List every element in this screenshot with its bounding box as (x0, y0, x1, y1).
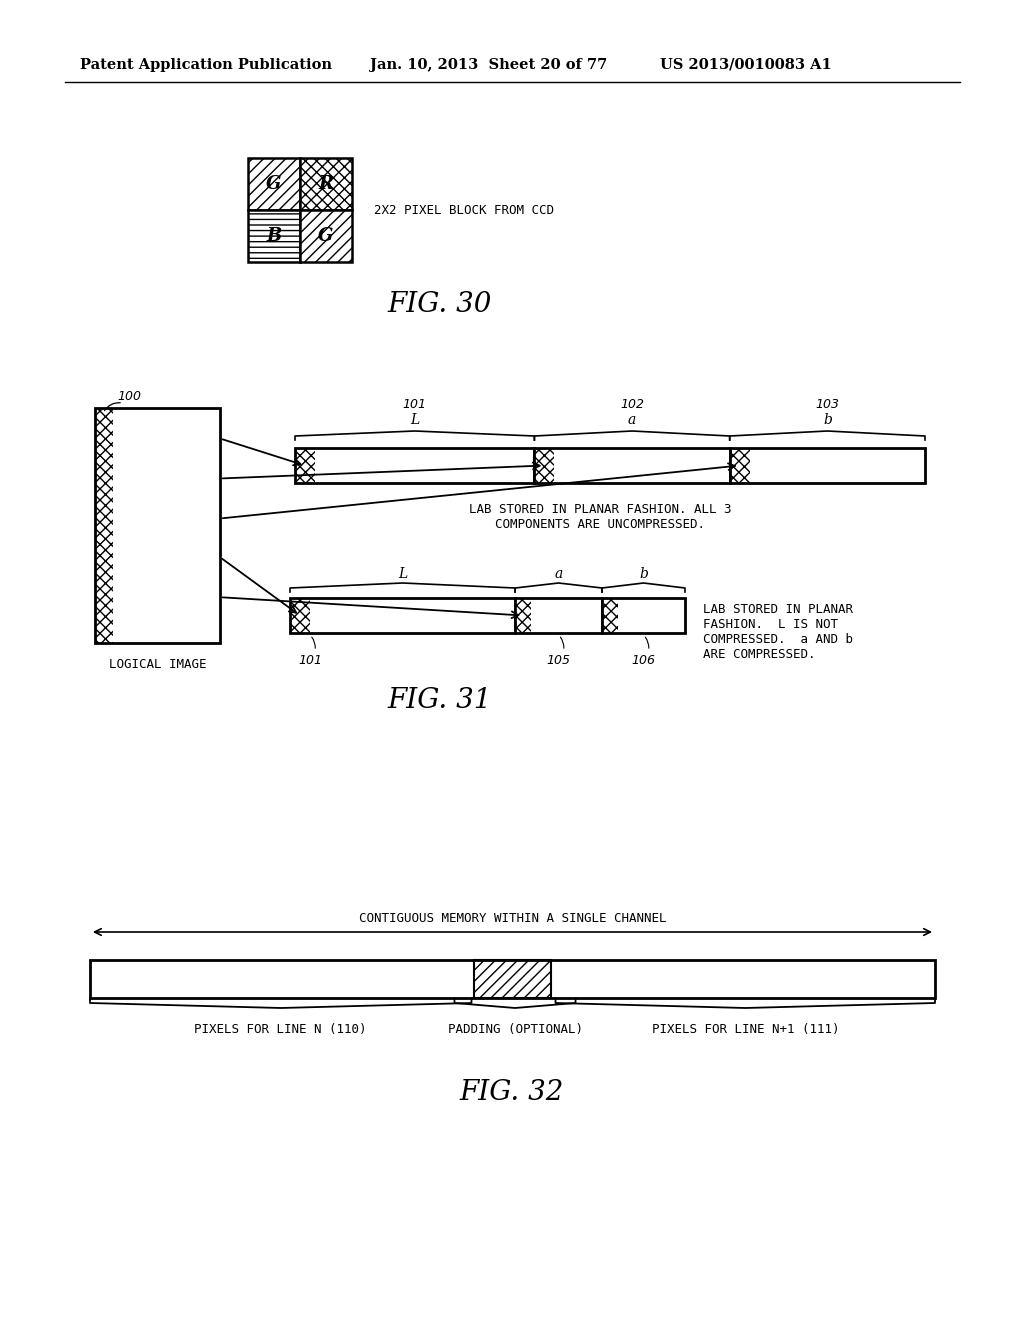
Bar (95, 408, 220, 643)
Text: PIXELS FOR LINE N+1 (111): PIXELS FOR LINE N+1 (111) (651, 1023, 839, 1036)
Bar (300, 210, 352, 261)
Text: 101: 101 (298, 655, 322, 668)
Bar (90, 960, 935, 998)
Bar (300, 158, 352, 210)
Text: a: a (554, 568, 563, 581)
Text: FIG. 32: FIG. 32 (460, 1080, 564, 1106)
Text: 101: 101 (402, 397, 427, 411)
Text: L: L (410, 413, 419, 426)
Text: Jan. 10, 2013  Sheet 20 of 77: Jan. 10, 2013 Sheet 20 of 77 (370, 58, 607, 73)
Bar (290, 598, 515, 634)
Bar (295, 447, 535, 483)
Text: FIG. 31: FIG. 31 (388, 688, 493, 714)
Bar (248, 158, 300, 210)
Text: G: G (318, 227, 334, 246)
Text: B: B (266, 227, 282, 246)
Bar (515, 598, 602, 634)
Bar (290, 598, 310, 634)
Bar (300, 158, 352, 210)
Text: b: b (639, 568, 648, 581)
Bar (248, 210, 300, 261)
Text: 103: 103 (815, 397, 840, 411)
Bar (535, 447, 554, 483)
Text: 102: 102 (621, 397, 644, 411)
Bar (730, 447, 925, 483)
Text: LAB STORED IN PLANAR FASHION. ALL 3
COMPONENTS ARE UNCOMPRESSED.: LAB STORED IN PLANAR FASHION. ALL 3 COMP… (469, 503, 731, 531)
Text: LAB STORED IN PLANAR
FASHION.  L IS NOT
COMPRESSED.  a AND b
ARE COMPRESSED.: LAB STORED IN PLANAR FASHION. L IS NOT C… (703, 603, 853, 661)
Text: 105: 105 (547, 655, 570, 668)
Text: PIXELS FOR LINE N (110): PIXELS FOR LINE N (110) (195, 1023, 367, 1036)
Bar (535, 447, 730, 483)
Text: L: L (398, 568, 408, 581)
Text: CONTIGUOUS MEMORY WITHIN A SINGLE CHANNEL: CONTIGUOUS MEMORY WITHIN A SINGLE CHANNE… (358, 912, 667, 925)
Text: 100: 100 (117, 389, 141, 403)
Bar (300, 210, 352, 261)
Bar (474, 960, 551, 998)
Text: 2X2 PIXEL BLOCK FROM CCD: 2X2 PIXEL BLOCK FROM CCD (374, 203, 554, 216)
Text: PADDING (OPTIONAL): PADDING (OPTIONAL) (447, 1023, 583, 1036)
Bar (602, 598, 618, 634)
Bar (730, 447, 750, 483)
Bar (515, 598, 531, 634)
Bar (95, 408, 113, 643)
Text: US 2013/0010083 A1: US 2013/0010083 A1 (660, 58, 831, 73)
Text: LOGICAL IMAGE: LOGICAL IMAGE (109, 659, 206, 672)
Text: G: G (266, 176, 282, 193)
Bar (602, 598, 685, 634)
Text: Patent Application Publication: Patent Application Publication (80, 58, 332, 73)
Text: 106: 106 (632, 655, 655, 668)
Bar (295, 447, 315, 483)
Text: b: b (823, 413, 831, 426)
Text: FIG. 30: FIG. 30 (388, 290, 493, 318)
Bar (248, 158, 300, 210)
Text: R: R (318, 176, 334, 193)
Text: a: a (628, 413, 636, 426)
Bar (248, 210, 300, 261)
